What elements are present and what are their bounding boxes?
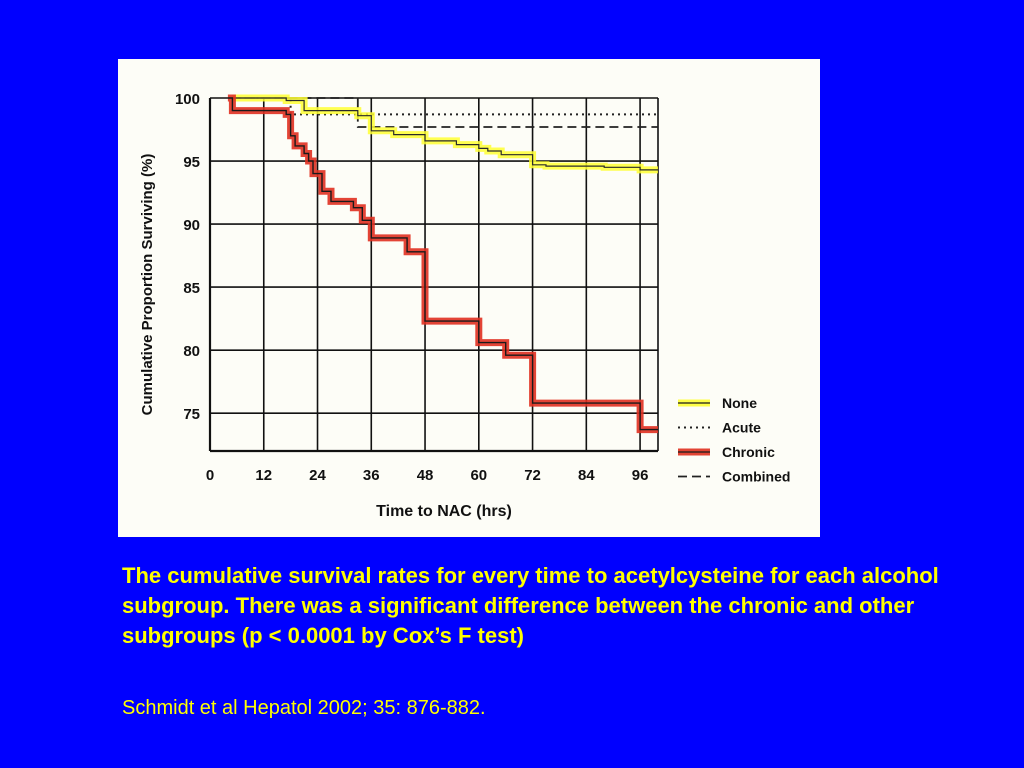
legend-label-combined: Combined [722,469,790,485]
survival-chart: 0 12 24 36 48 60 72 84 96 75 80 85 90 95 100 Time to NA… [139,91,790,520]
series-none-line [232,97,658,171]
legend-label-chronic: Chronic [722,444,775,460]
series-acute-line [232,97,658,116]
citation: Schmidt et al Hepatol 2002; 35: 876-882. [122,697,486,719]
y-tick-label: 85 [183,280,200,297]
x-axis-label: Time to NAC (hrs) [376,503,512,520]
series-chronic-line [227,97,658,431]
series-chronic-highlight [227,94,658,434]
legend-label-acute: Acute [722,420,761,436]
y-tick-label: 100 [175,91,200,108]
y-axis-label: Cumulative Proportion Surviving (%) [139,154,156,416]
x-tick-label: 84 [578,467,595,484]
x-tick-label: 0 [206,467,214,484]
y-tick-label: 90 [183,217,200,234]
x-tick-label: 60 [470,467,487,484]
y-tick-label: 75 [183,406,200,423]
y-tick-label: 95 [183,154,200,171]
x-tick-label: 36 [363,467,380,484]
x-tick-label: 12 [255,467,272,484]
y-tick-label: 80 [183,343,200,360]
x-tick-label: 24 [309,467,326,484]
figure-panel: 0 12 24 36 48 60 72 84 96 75 80 85 90 95 100 Time to NA… [118,59,820,537]
legend-label-none: None [722,395,757,411]
x-tick-label: 72 [524,467,541,484]
slide-caption: The cumulative survival rates for every … [122,563,939,648]
x-tick-label: 96 [632,467,649,484]
x-tick-label: 48 [417,467,434,484]
